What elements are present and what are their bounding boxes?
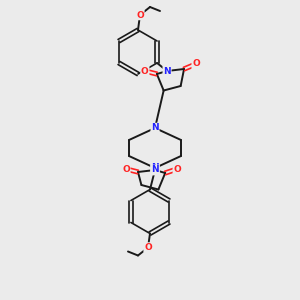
Text: N: N — [151, 124, 159, 133]
Text: N: N — [151, 164, 159, 172]
Text: N: N — [151, 166, 159, 175]
Text: O: O — [141, 67, 149, 76]
Text: N: N — [151, 166, 159, 175]
Text: O: O — [136, 11, 144, 20]
Text: O: O — [122, 164, 130, 173]
Text: O: O — [173, 164, 181, 173]
Text: N: N — [163, 67, 171, 76]
Text: O: O — [144, 243, 152, 252]
Text: O: O — [192, 59, 200, 68]
